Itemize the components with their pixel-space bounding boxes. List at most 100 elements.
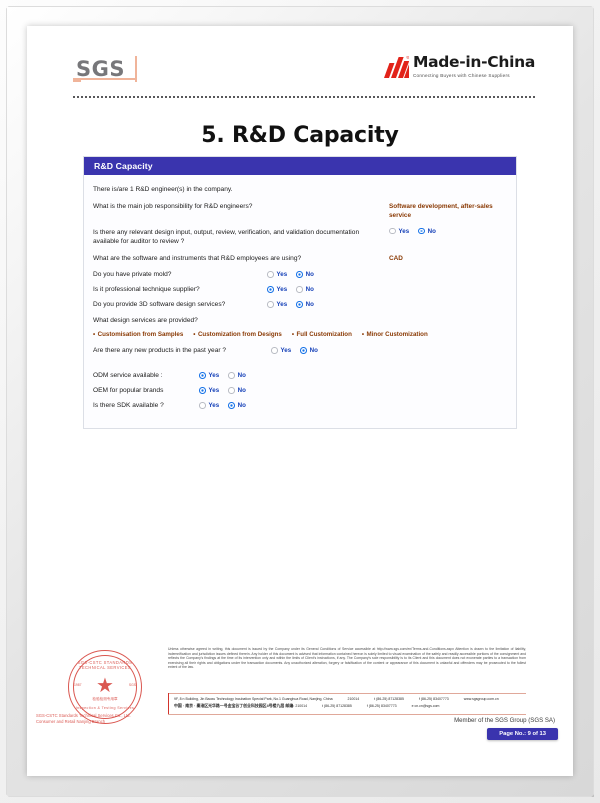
radio-option-no[interactable]: No <box>228 402 246 409</box>
radio-row-odm-service: ODM service available : Yes No <box>93 371 507 380</box>
member-text: Member of the SGS Group (SGS SA) <box>454 717 555 724</box>
document-page: SGS ® Made-in-China Connecting Buyers wi… <box>28 27 572 775</box>
page-number-badge: Page No.: 9 of 13 <box>487 728 558 740</box>
question-label: Is there SDK available ? <box>93 402 164 409</box>
made-in-china-tagline: Connecting Buyers with Chinese Suppliers <box>412 73 510 78</box>
seal-middle-text: 检验检测专用章 <box>92 697 118 701</box>
radio-dot-yes[interactable] <box>267 301 274 308</box>
radio-dot-no[interactable] <box>296 286 303 293</box>
radio-option-no[interactable]: No <box>418 228 436 235</box>
email: e cn.cn@sgs.com <box>411 703 440 708</box>
radio-option-yes[interactable]: Yes <box>199 372 219 379</box>
rd-capacity-panel: R&D Capacity There is/are 1 R&D engineer… <box>83 156 517 429</box>
radio-dot-no[interactable] <box>228 402 235 409</box>
seal-company-line-2: Consumer and Retail Nanjing Branch <box>36 719 106 724</box>
radio-row-sdk-available: Is there SDK available ? Yes No <box>93 401 507 410</box>
radio-dot-no[interactable] <box>228 372 235 379</box>
radio-option-no[interactable]: No <box>300 347 318 354</box>
radio-option-no[interactable]: No <box>228 372 246 379</box>
tel-en: t (86-25) 87128385 <box>374 697 404 701</box>
question-label: What is the main job responsibility for … <box>93 202 253 210</box>
radio-dot-yes[interactable] <box>199 372 206 379</box>
seal-company-lines: SGS-CSTC Standards Technical Services Co… <box>36 713 216 725</box>
answer-software-instruments: CAD <box>389 254 403 262</box>
postcode-cn: 210014 <box>295 703 308 708</box>
list-item: Customization from Designs <box>193 331 282 338</box>
spacer <box>93 361 507 371</box>
seal-year-text: 1987 <box>74 683 82 687</box>
radio-dot-yes[interactable] <box>199 387 206 394</box>
seal-sgs-text: SGS <box>128 683 136 687</box>
radio-label-yes: Yes <box>280 347 292 354</box>
radio-label-no: No <box>305 271 314 278</box>
sgs-logo: SGS <box>73 56 147 86</box>
radio-option-yes[interactable]: Yes <box>267 301 287 308</box>
radio-group-3d-design-services[interactable]: Yes No <box>267 301 314 308</box>
radio-group-odm-service[interactable]: Yes No <box>199 372 246 379</box>
design-services-list: Customisation from Samples Customization… <box>93 331 507 338</box>
radio-label-yes: Yes <box>208 372 220 379</box>
radio-row-3d-design-services: Do you provide 3D software design servic… <box>93 300 507 309</box>
radio-group-design-documentation[interactable]: Yes No <box>389 228 507 235</box>
radio-option-no[interactable]: No <box>296 286 314 293</box>
radio-label-no: No <box>427 227 436 235</box>
website: www.sgsgroup.com.cn <box>463 697 499 701</box>
radio-dot-yes[interactable] <box>199 402 206 409</box>
radio-dot-no[interactable] <box>300 347 307 354</box>
fax-en: f (86-25) 83407773 <box>418 697 449 701</box>
radio-group-oem-brands[interactable]: Yes No <box>199 387 246 394</box>
radio-option-no[interactable]: No <box>296 271 314 278</box>
question-label: Is it professional technique supplier? <box>93 286 200 293</box>
header-divider <box>73 96 535 98</box>
postcode-en: 210014 <box>347 697 360 701</box>
panel-header: R&D Capacity <box>84 157 516 175</box>
sgs-logo-accent-bar <box>135 56 137 82</box>
radio-row-new-products: Are there any new products in the past y… <box>93 346 507 355</box>
radio-dot-yes[interactable] <box>267 286 274 293</box>
radio-dot-no[interactable] <box>296 301 303 308</box>
radio-dot-yes[interactable] <box>271 347 278 354</box>
radio-option-no[interactable]: No <box>296 301 314 308</box>
statement-row: There is/are 1 R&D engineer(s) in the co… <box>93 185 507 195</box>
address-cn: 中国 · 南京 · 秦淮区光华路一号金宝谷丁创业科技园区4号楼九层 邮编: <box>174 702 295 708</box>
radio-dot-no[interactable] <box>296 271 303 278</box>
radio-label-yes: Yes <box>208 402 220 409</box>
made-in-china-logo: ® Made-in-China Connecting Buyers with C… <box>383 54 535 84</box>
radio-row-technique-supplier: Is it professional technique supplier? Y… <box>93 285 507 294</box>
made-in-china-brand: Made-in-China <box>412 53 535 71</box>
trademark-icon: ® <box>406 56 409 61</box>
radio-option-yes[interactable]: Yes <box>199 402 219 409</box>
radio-label-no: No <box>237 387 246 394</box>
question-row-software-instruments: What are the software and instruments th… <box>93 254 507 264</box>
radio-option-no[interactable]: No <box>228 387 246 394</box>
radio-option-yes[interactable]: Yes <box>389 228 409 235</box>
radio-dot-no[interactable] <box>228 387 235 394</box>
address-en: 9F, 8 n Building, Jin Baoxu Technology I… <box>174 697 333 701</box>
radio-dot-no[interactable] <box>418 227 425 235</box>
footer-divider-top <box>168 693 526 694</box>
radio-label-yes: Yes <box>398 227 410 235</box>
radio-label-no: No <box>237 402 246 409</box>
radio-option-yes[interactable]: Yes <box>199 387 219 394</box>
radio-group-technique-supplier[interactable]: Yes No <box>267 286 314 293</box>
radio-label-no: No <box>305 301 314 308</box>
radio-row-private-mold: Do you have private mold? Yes No <box>93 270 507 279</box>
radio-dot-yes[interactable] <box>267 271 274 278</box>
question-label: Do you have private mold? <box>93 271 172 278</box>
radio-group-sdk-available[interactable]: Yes No <box>199 402 246 409</box>
document-footer: SGS-CSTC STANDARDS TECHNICAL SERVICES ★ … <box>28 627 572 775</box>
radio-option-yes[interactable]: Yes <box>267 271 287 278</box>
design-services-question: What design services are provided? <box>93 317 198 324</box>
list-item: Minor Customization <box>362 331 428 338</box>
seal-arc-top-text: SGS-CSTC STANDARDS TECHNICAL SERVICES <box>77 660 133 670</box>
page-title: 5. R&D Capacity <box>201 123 399 148</box>
question-label: Is there any relevant design input, outp… <box>93 228 360 246</box>
radio-group-new-products[interactable]: Yes No <box>271 347 318 354</box>
question-label: ODM service available : <box>93 372 163 379</box>
radio-option-yes[interactable]: Yes <box>267 286 287 293</box>
radio-label-no: No <box>237 372 246 379</box>
radio-group-private-mold[interactable]: Yes No <box>267 271 314 278</box>
contact-line-cn: 中国 · 南京 · 秦淮区光华路一号金宝谷丁创业科技园区4号楼九层 邮编: 21… <box>174 703 526 710</box>
radio-option-yes[interactable]: Yes <box>271 347 291 354</box>
radio-dot-yes[interactable] <box>389 227 396 235</box>
